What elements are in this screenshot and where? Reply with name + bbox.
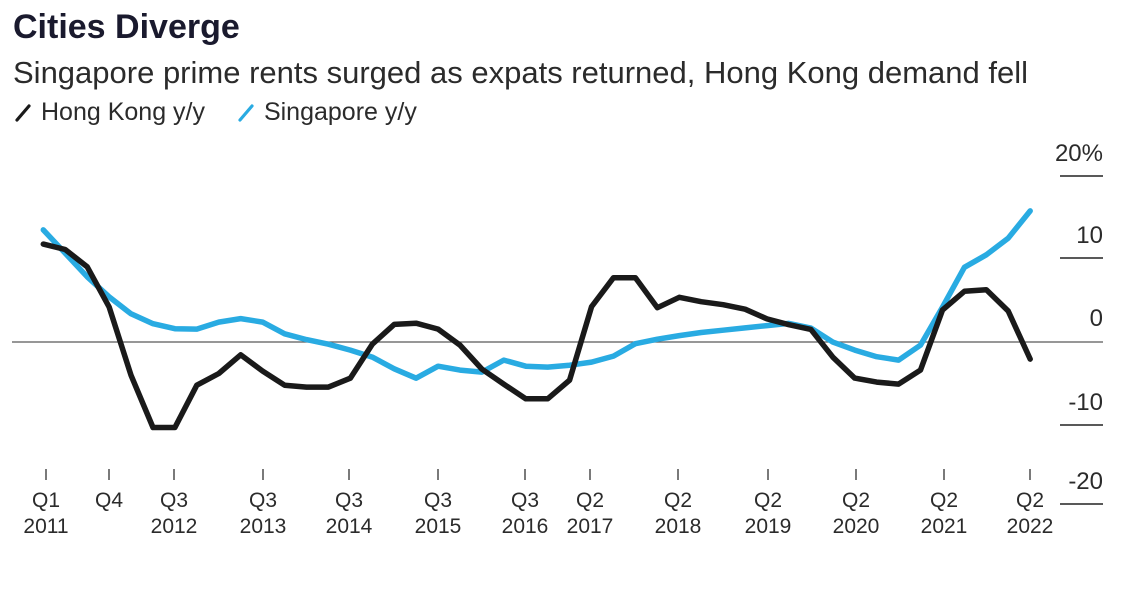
svg-text:Q3: Q3	[511, 489, 539, 512]
svg-text:Q3: Q3	[249, 489, 277, 512]
svg-text:-10: -10	[1068, 389, 1103, 416]
svg-text:2017: 2017	[567, 515, 614, 538]
svg-text:Q2: Q2	[842, 489, 870, 512]
svg-text:Q3: Q3	[424, 489, 452, 512]
svg-text:Q4: Q4	[95, 489, 123, 512]
svg-text:2012: 2012	[151, 515, 198, 538]
svg-text:2022: 2022	[1007, 515, 1054, 538]
svg-text:Q3: Q3	[335, 489, 363, 512]
svg-text:20%: 20%	[1055, 140, 1103, 167]
svg-text:2018: 2018	[655, 515, 702, 538]
svg-text:2021: 2021	[921, 515, 968, 538]
svg-text:10: 10	[1076, 222, 1103, 249]
svg-text:Q2: Q2	[754, 489, 782, 512]
svg-text:2011: 2011	[23, 515, 68, 538]
svg-text:2013: 2013	[240, 515, 287, 538]
svg-text:-20: -20	[1068, 468, 1103, 495]
svg-text:Q2: Q2	[576, 489, 604, 512]
svg-text:Q3: Q3	[160, 489, 188, 512]
svg-text:Q1: Q1	[32, 489, 60, 512]
svg-text:Q2: Q2	[930, 489, 958, 512]
svg-text:2019: 2019	[745, 515, 792, 538]
svg-text:2014: 2014	[326, 515, 373, 538]
svg-text:Q2: Q2	[664, 489, 692, 512]
svg-text:2015: 2015	[415, 515, 462, 538]
svg-text:2016: 2016	[502, 515, 549, 538]
svg-text:2020: 2020	[833, 515, 880, 538]
svg-text:Q2: Q2	[1016, 489, 1044, 512]
svg-text:0: 0	[1090, 305, 1103, 332]
